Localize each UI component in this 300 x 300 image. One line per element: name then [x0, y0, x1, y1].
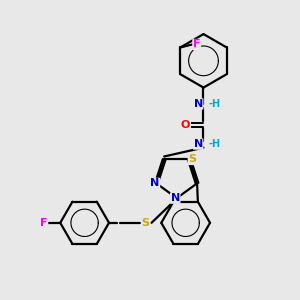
- Text: -H: -H: [209, 99, 221, 109]
- Text: S: S: [142, 218, 149, 228]
- Text: N: N: [150, 178, 160, 188]
- Text: N: N: [194, 139, 203, 149]
- Text: -H: -H: [209, 139, 221, 149]
- Text: N: N: [171, 193, 180, 203]
- Text: S: S: [188, 154, 196, 164]
- Text: N: N: [194, 99, 203, 109]
- Text: F: F: [193, 40, 200, 50]
- Text: O: O: [181, 120, 190, 130]
- Text: F: F: [40, 218, 48, 228]
